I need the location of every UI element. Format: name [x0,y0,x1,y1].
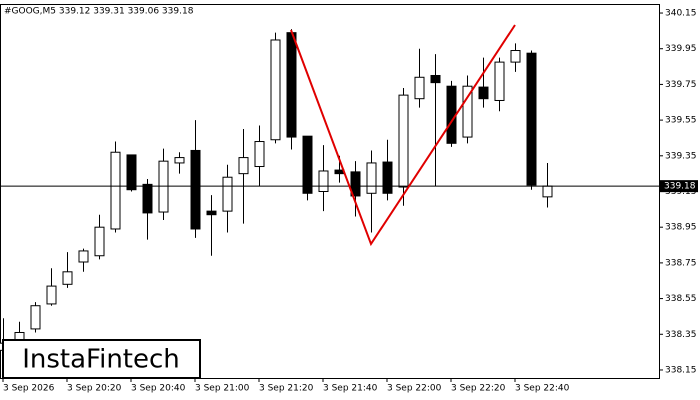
pattern-line [290,24,516,247]
y-tick-label: 339.35 [665,151,697,161]
candle-body [430,74,441,84]
candle-body [462,85,473,138]
y-tick-label: 338.75 [665,258,697,268]
candle-body [270,39,281,141]
x-tick-label: 3 Sep 21:00 [195,384,250,394]
candle-body [190,149,201,230]
candle-body [62,271,73,285]
chart-title: #GOOG,M5 339.12 339.31 339.06 339.18 [4,7,194,17]
candle-body [286,32,297,138]
candle-body [302,135,313,194]
price-label-box [660,180,698,193]
logo: InstaFintech [22,345,180,375]
x-tick-label: 3 Sep 20:20 [67,384,122,394]
y-tick-label: 338.35 [665,330,697,340]
candle-body [174,157,185,164]
candle-body [318,170,329,192]
x-tick-label: 3 Sep 21:20 [259,384,314,394]
x-tick-label: 3 Sep 2026 [3,384,55,394]
candle-body [382,161,393,194]
candle-body [110,151,121,230]
candle-body [14,331,25,341]
x-tick-label: 3 Sep 21:40 [323,384,378,394]
candle-body [526,52,537,186]
y-tick-label: 340.15 [665,9,697,19]
candle-body [510,50,521,63]
y-tick-label: 339.95 [665,44,697,54]
candle-body [238,157,249,175]
price-label: 339.18 [664,182,696,192]
y-tick-label: 338.15 [665,365,697,375]
y-tick-label: 338.95 [665,223,697,233]
candle-body [126,154,137,191]
candle-body [46,285,57,305]
logo-box [2,339,201,379]
plot-frame [0,4,660,379]
candle-body [478,86,489,100]
candle-body [222,176,233,212]
x-tick-label: 3 Sep 22:20 [451,384,506,394]
candle-body [206,210,217,216]
candle-body [446,85,457,144]
x-tick-label: 3 Sep 22:00 [387,384,442,394]
candle-body [542,185,553,198]
candle-body [254,141,265,168]
x-tick-label: 3 Sep 20:40 [131,384,186,394]
candle-body [142,183,153,214]
candle-body [366,162,377,194]
y-tick-label: 338.55 [665,294,697,304]
candle-body [30,305,41,330]
candle-body [78,250,89,263]
x-tick-label: 3 Sep 22:40 [515,384,570,394]
candle-body [398,94,409,188]
candle-body [94,226,105,257]
y-tick-label: 339.55 [665,116,697,126]
candle-body [414,76,425,100]
candle-body [350,171,361,197]
candle-body [494,61,505,101]
y-tick-label: 339.75 [665,80,697,90]
